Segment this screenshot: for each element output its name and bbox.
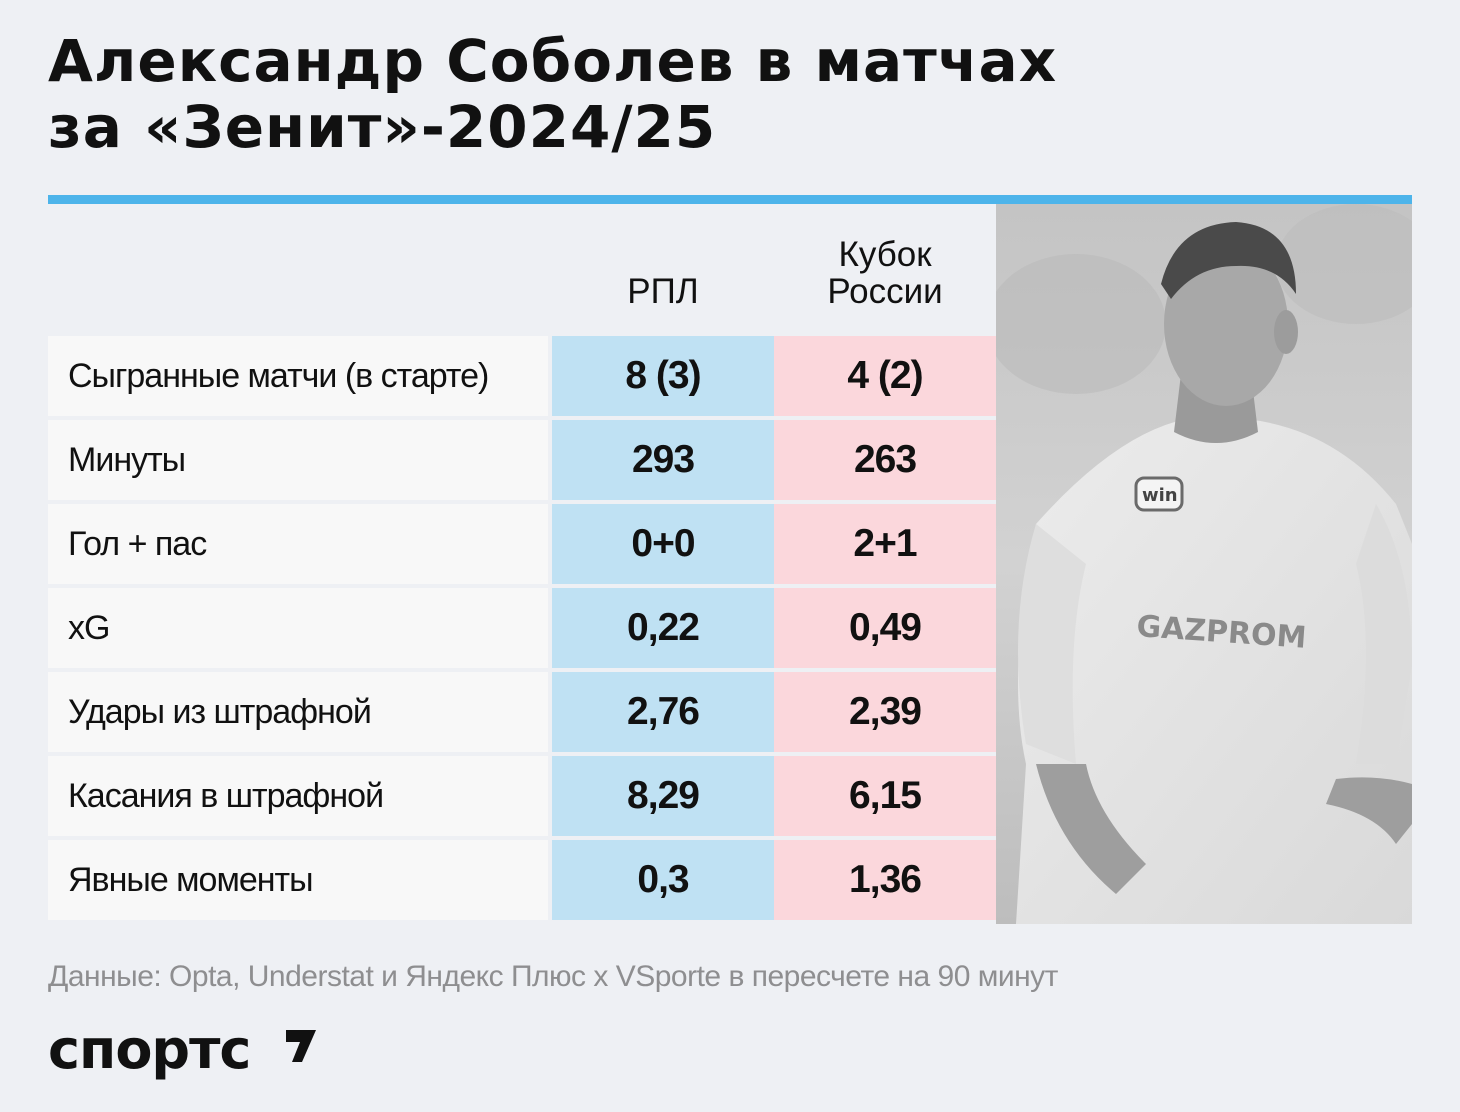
sponsor-badge-text: win: [1142, 485, 1178, 506]
row-label: Сыгранные матчи (в старте): [48, 336, 548, 416]
cup-value: 4 (2): [774, 336, 996, 416]
title-line-1: Александр Соболев в матчах: [48, 27, 1058, 95]
table-row: Удары из штрафной 2,76 2,39: [48, 672, 996, 752]
row-label: Удары из штрафной: [48, 672, 548, 752]
rpl-value: 8 (3): [552, 336, 774, 416]
cup-value: 6,15: [774, 756, 996, 836]
data-source-footnote: Данные: Opta, Understat и Яндекс Плюс x …: [48, 960, 1058, 993]
brand-logo: спортс: [48, 1018, 251, 1081]
rpl-value: 0+0: [552, 504, 774, 584]
rpl-value: 293: [552, 420, 774, 500]
cup-value: 0,49: [774, 588, 996, 668]
table-row: Минуты 293 263: [48, 420, 996, 500]
accent-divider: [48, 195, 1412, 204]
title-line-2: за «Зенит»-2024/25: [48, 93, 717, 161]
column-header-rpl: РПЛ: [627, 272, 699, 311]
row-label: Касания в штрафной: [48, 756, 548, 836]
page-title: Александр Соболев в матчах за «Зенит»-20…: [48, 28, 1248, 160]
rpl-value: 0,3: [552, 840, 774, 920]
rpl-value: 8,29: [552, 756, 774, 836]
row-label: Явные моменты: [48, 840, 548, 920]
player-photo: win GAZPROM: [996, 204, 1412, 924]
brand-logo-mark-icon: [286, 1030, 316, 1062]
cup-value: 1,36: [774, 840, 996, 920]
table-row: Гол + пас 0+0 2+1: [48, 504, 996, 584]
cup-value: 263: [774, 420, 996, 500]
cup-value: 2+1: [774, 504, 996, 584]
table-header: РПЛ Кубок России: [48, 204, 996, 332]
column-header-cup: Кубок России: [774, 204, 996, 332]
table-row: Сыгранные матчи (в старте) 8 (3) 4 (2): [48, 336, 996, 416]
stats-table: РПЛ Кубок России Сыгранные матчи (в стар…: [48, 204, 996, 920]
player-silhouette: win GAZPROM: [996, 204, 1412, 924]
table-row: Явные моменты 0,3 1,36: [48, 840, 996, 920]
row-label: xG: [48, 588, 548, 668]
cup-header-line-2: России: [827, 272, 943, 311]
rpl-value: 0,22: [552, 588, 774, 668]
row-label: Гол + пас: [48, 504, 548, 584]
cup-value: 2,39: [774, 672, 996, 752]
row-label: Минуты: [48, 420, 548, 500]
rpl-value: 2,76: [552, 672, 774, 752]
cup-header-line-1: Кубок: [838, 235, 932, 274]
table-row: xG 0,22 0,49: [48, 588, 996, 668]
table-row: Касания в штрафной 8,29 6,15: [48, 756, 996, 836]
